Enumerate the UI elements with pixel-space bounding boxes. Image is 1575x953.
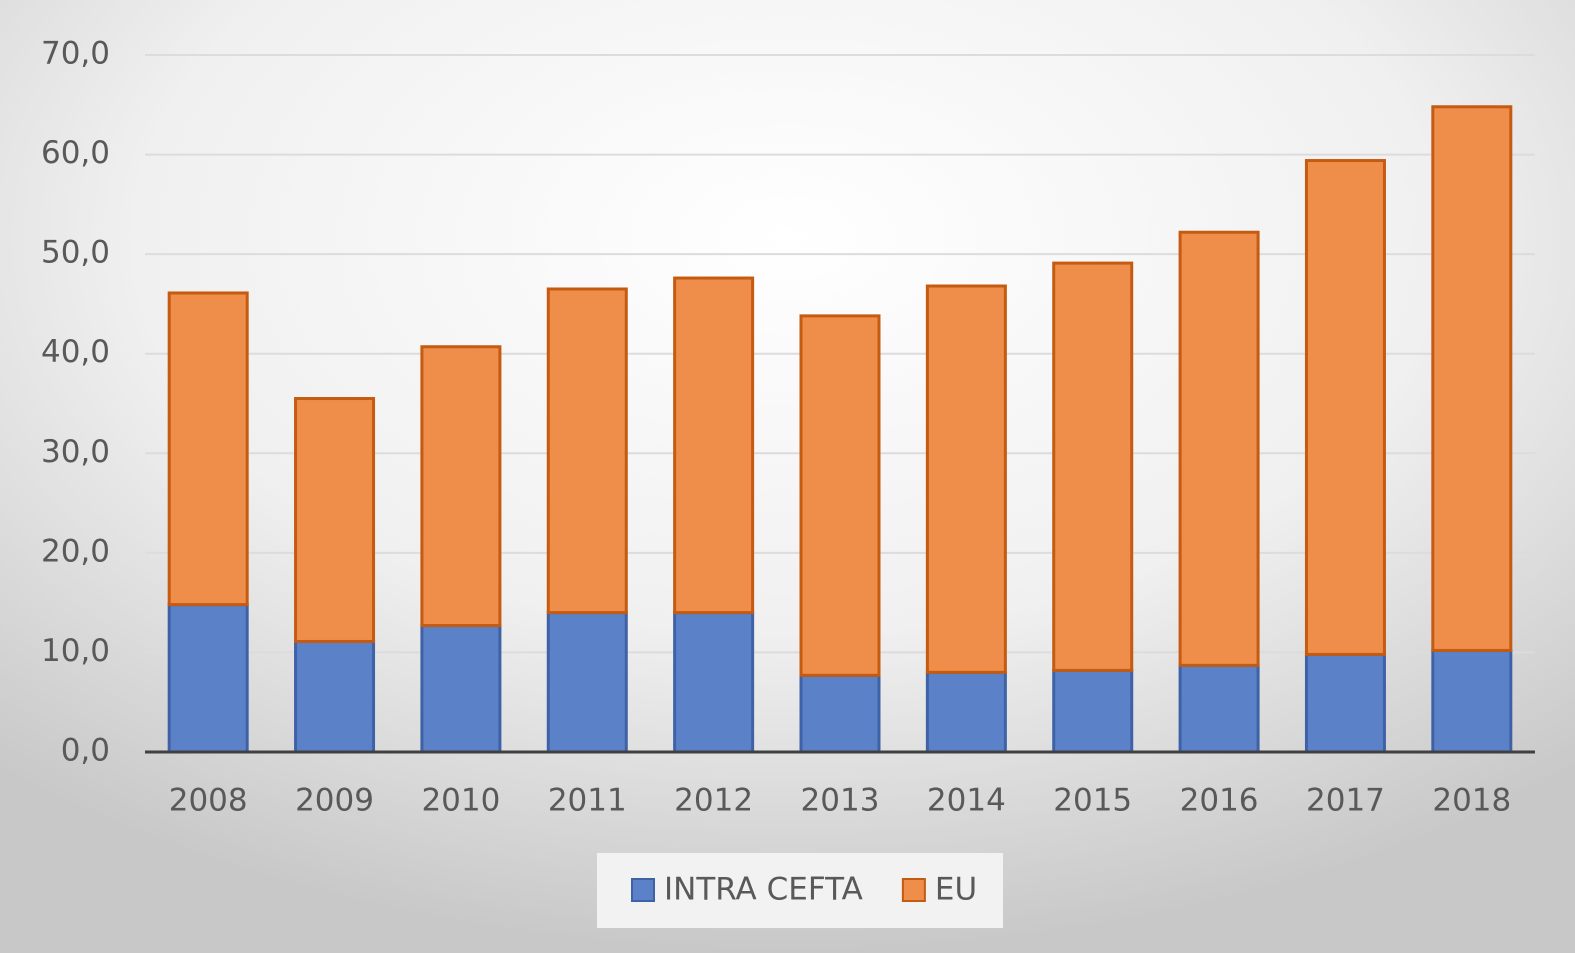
bar: [1304, 652, 1386, 754]
x-tick-label: 2009: [295, 783, 374, 819]
legend-label: EU: [935, 872, 977, 908]
x-tick-label: 2015: [1053, 783, 1132, 819]
legend-swatch: [631, 878, 655, 902]
bar: [799, 673, 881, 754]
bar: [925, 670, 1007, 754]
bar: [673, 611, 755, 754]
bar: [167, 291, 249, 607]
bar: [167, 603, 249, 754]
x-tick-label: 2008: [169, 783, 248, 819]
bar: [1431, 105, 1513, 652]
bar: [799, 314, 881, 677]
x-tick-label: 2012: [674, 783, 753, 819]
y-tick-label: 0,0: [61, 733, 110, 769]
x-tick-label: 2016: [1180, 783, 1259, 819]
bar: [1178, 230, 1260, 667]
bar: [294, 397, 376, 643]
bar: [1052, 668, 1134, 754]
x-tick-label: 2017: [1306, 783, 1385, 819]
x-tick-label: 2010: [421, 783, 500, 819]
legend-label: INTRA CEFTA: [664, 872, 863, 908]
y-tick-label: 70,0: [41, 36, 110, 72]
bar: [1431, 648, 1513, 754]
bar: [546, 287, 628, 615]
y-tick-label: 30,0: [41, 434, 110, 470]
x-tick-label: 2018: [1432, 783, 1511, 819]
bar: [1178, 663, 1260, 754]
legend-swatch: [901, 878, 926, 902]
y-tick-label: 20,0: [41, 533, 110, 569]
x-tick-label: 2013: [801, 783, 880, 819]
legend-box: [597, 853, 1003, 928]
bar: [673, 276, 755, 615]
y-tick-label: 40,0: [41, 334, 110, 370]
bar: [1052, 261, 1134, 672]
bar: [546, 611, 628, 754]
x-tick-label: 2011: [548, 783, 627, 819]
x-tick-label: 2014: [927, 783, 1006, 819]
y-tick-label: 10,0: [41, 633, 110, 669]
bar: [420, 624, 502, 754]
y-tick-label: 60,0: [41, 135, 110, 171]
bar: [294, 639, 376, 754]
bar: [925, 284, 1007, 674]
y-tick-label: 50,0: [41, 235, 110, 271]
bar: [1304, 159, 1386, 656]
bar: [420, 345, 502, 628]
